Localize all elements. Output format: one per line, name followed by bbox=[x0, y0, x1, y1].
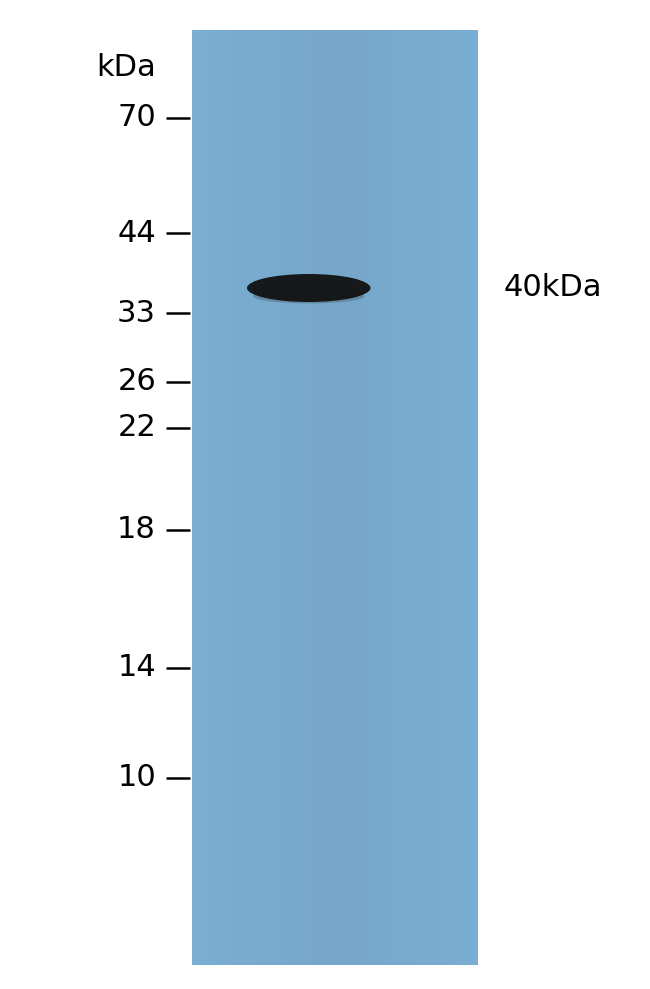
Text: 33: 33 bbox=[117, 299, 156, 327]
Ellipse shape bbox=[247, 274, 370, 302]
Text: 26: 26 bbox=[117, 368, 156, 397]
Bar bbox=[244, 30, 247, 965]
Ellipse shape bbox=[253, 290, 364, 304]
Bar bbox=[458, 30, 462, 965]
Bar bbox=[240, 30, 244, 965]
Text: 70: 70 bbox=[117, 104, 156, 133]
Bar bbox=[301, 30, 304, 965]
Bar bbox=[422, 30, 426, 965]
Bar bbox=[444, 30, 447, 965]
Bar bbox=[390, 30, 394, 965]
Bar bbox=[380, 30, 383, 965]
Bar bbox=[268, 30, 272, 965]
Bar bbox=[383, 30, 387, 965]
Bar bbox=[419, 30, 422, 965]
Bar bbox=[215, 30, 218, 965]
Bar bbox=[404, 30, 408, 965]
Bar bbox=[194, 30, 197, 965]
Bar bbox=[254, 30, 258, 965]
Bar bbox=[208, 30, 211, 965]
Bar bbox=[204, 30, 208, 965]
Bar bbox=[261, 30, 265, 965]
Bar bbox=[415, 30, 419, 965]
Bar bbox=[451, 30, 454, 965]
Bar bbox=[233, 30, 237, 965]
Bar bbox=[258, 30, 261, 965]
Bar bbox=[226, 30, 229, 965]
Bar bbox=[440, 30, 444, 965]
Bar bbox=[318, 30, 322, 965]
Bar bbox=[430, 30, 433, 965]
Bar bbox=[218, 30, 222, 965]
Text: 22: 22 bbox=[117, 413, 156, 442]
Bar bbox=[333, 30, 337, 965]
Bar bbox=[211, 30, 215, 965]
Bar bbox=[337, 30, 340, 965]
Bar bbox=[426, 30, 430, 965]
Text: 18: 18 bbox=[117, 515, 156, 545]
Bar bbox=[358, 30, 361, 965]
Bar bbox=[201, 30, 204, 965]
Bar bbox=[369, 30, 372, 965]
Text: 44: 44 bbox=[117, 219, 156, 247]
Bar bbox=[197, 30, 201, 965]
Bar bbox=[397, 30, 401, 965]
Bar bbox=[229, 30, 233, 965]
Bar bbox=[290, 30, 294, 965]
Bar bbox=[437, 30, 440, 965]
Bar bbox=[476, 30, 480, 965]
Bar bbox=[462, 30, 465, 965]
Bar bbox=[447, 30, 451, 965]
Bar bbox=[354, 30, 358, 965]
Bar bbox=[408, 30, 411, 965]
Bar bbox=[469, 30, 473, 965]
Bar bbox=[297, 30, 301, 965]
Bar bbox=[247, 30, 251, 965]
Bar bbox=[308, 30, 311, 965]
Bar bbox=[340, 30, 344, 965]
Bar bbox=[322, 30, 326, 965]
Bar bbox=[365, 30, 369, 965]
Bar bbox=[237, 30, 240, 965]
Bar bbox=[387, 30, 390, 965]
Bar bbox=[411, 30, 415, 965]
Bar bbox=[276, 30, 279, 965]
Text: 14: 14 bbox=[117, 654, 156, 682]
Bar bbox=[304, 30, 308, 965]
Bar bbox=[287, 30, 290, 965]
Bar bbox=[401, 30, 404, 965]
Bar bbox=[265, 30, 268, 965]
Bar bbox=[315, 30, 318, 965]
Bar bbox=[192, 30, 478, 965]
Bar bbox=[251, 30, 254, 965]
Text: 10: 10 bbox=[117, 764, 156, 792]
Bar bbox=[433, 30, 437, 965]
Text: kDa: kDa bbox=[96, 53, 156, 82]
Bar bbox=[376, 30, 380, 965]
Bar bbox=[344, 30, 347, 965]
Bar bbox=[454, 30, 458, 965]
Bar bbox=[283, 30, 287, 965]
Bar bbox=[311, 30, 315, 965]
Bar bbox=[347, 30, 351, 965]
Bar bbox=[351, 30, 354, 965]
Bar bbox=[394, 30, 397, 965]
Bar bbox=[222, 30, 226, 965]
Bar bbox=[330, 30, 333, 965]
Bar bbox=[465, 30, 469, 965]
Bar bbox=[272, 30, 276, 965]
Bar bbox=[280, 30, 283, 965]
Bar bbox=[372, 30, 376, 965]
Bar bbox=[294, 30, 297, 965]
Text: 40kDa: 40kDa bbox=[504, 274, 603, 303]
Bar bbox=[361, 30, 365, 965]
Bar bbox=[326, 30, 330, 965]
Bar bbox=[473, 30, 476, 965]
